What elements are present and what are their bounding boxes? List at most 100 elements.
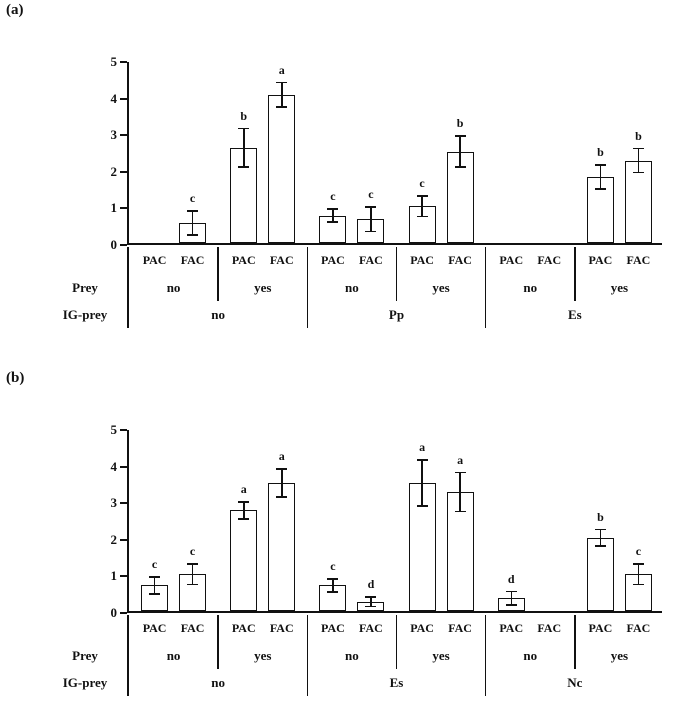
ig-prey-value-label: Es <box>389 675 404 690</box>
error-bar-cap-bottom <box>594 188 606 190</box>
prey-value-label: yes <box>432 648 450 663</box>
group-separator <box>306 247 309 328</box>
error-bar-cap-bottom <box>238 518 250 520</box>
error-bar-cap-bottom <box>594 545 606 547</box>
error-bar-cap-bottom <box>365 605 377 608</box>
y-axis-tick-label: 4 <box>110 458 118 474</box>
panel-a-bar-chart: 0 1 2 3 4 5 PAC FAC c no PAC b FAC a yes no PAC c FAC c no PA… <box>63 54 662 328</box>
y-axis-tick-label: 0 <box>110 605 118 620</box>
error-bar-cap-top <box>327 578 339 580</box>
y-axis-tick-label: 2 <box>110 531 118 547</box>
error-bar <box>599 528 602 547</box>
bar-category-label: PAC <box>142 253 167 267</box>
error-bar <box>459 135 461 168</box>
error-bar <box>191 563 194 586</box>
subgroup-separator <box>395 615 398 669</box>
error-bar <box>332 208 334 223</box>
bar-category-label: FAC <box>626 621 651 635</box>
significance-letter: d <box>507 571 515 586</box>
error-bar-cap-bottom <box>505 604 517 606</box>
error-bar <box>370 206 372 233</box>
significance-letter: a <box>278 62 285 77</box>
error-bar-cap-bottom <box>187 583 199 586</box>
subgroup-separator <box>574 247 576 301</box>
ig-prey-value-label: Nc <box>567 675 583 690</box>
bar-category-label: PAC <box>142 621 167 635</box>
y-axis-tick-mark <box>120 538 127 541</box>
error-bar-cap-top <box>327 208 339 210</box>
bar-category-label: PAC <box>410 253 434 267</box>
panel-a-label: (a) <box>6 2 24 18</box>
subgroup-separator <box>217 247 219 301</box>
error-bar-cap-bottom <box>187 234 199 236</box>
bar-category-label: FAC <box>448 621 472 635</box>
error-bar-cap-top <box>454 471 466 474</box>
prey-value-label: yes <box>254 280 272 295</box>
y-axis-tick-mark <box>120 170 127 173</box>
y-axis-tick-label: 1 <box>110 568 118 584</box>
prey-value-label: no <box>523 280 538 295</box>
error-bar-cap-top <box>632 563 644 565</box>
error-bar <box>281 468 283 498</box>
bar-category-label: FAC <box>180 621 205 635</box>
prey-value-label: yes <box>254 648 272 663</box>
bar-category-label: FAC <box>626 253 651 267</box>
significance-letter: c <box>419 176 425 191</box>
significance-letter: a <box>457 452 464 467</box>
significance-letter: c <box>189 544 196 559</box>
y-axis-tick-label: 1 <box>110 200 118 216</box>
bar-category-label: FAC <box>269 253 294 267</box>
error-bar-cap-top <box>594 164 606 166</box>
error-bar-cap-bottom <box>327 591 339 593</box>
significance-letter: a <box>240 482 247 497</box>
prey-value-label: yes <box>610 280 629 295</box>
ig-prey-row-label: IG-prey <box>62 307 108 322</box>
bar-category-label: PAC <box>321 621 345 635</box>
error-bar <box>370 596 372 608</box>
panel-b-label: (b) <box>6 370 25 386</box>
y-axis-tick-mark <box>120 465 127 468</box>
significance-letter: c <box>330 189 336 204</box>
y-axis-tick-mark <box>120 502 127 505</box>
y-axis-tick-label: 5 <box>110 54 118 69</box>
error-bar <box>191 210 194 236</box>
significance-letter: c <box>635 544 642 559</box>
y-axis-tick-label: 5 <box>110 422 118 437</box>
prey-value-label: yes <box>610 648 629 663</box>
subgroup-separator <box>574 615 576 669</box>
bar-category-label: PAC <box>499 253 524 267</box>
y-axis-tick-mark <box>120 207 127 210</box>
y-axis-tick-label: 3 <box>110 495 118 511</box>
significance-letter: b <box>635 128 642 143</box>
bar <box>268 482 296 611</box>
bar <box>586 537 614 611</box>
error-bar-cap-top <box>632 147 644 150</box>
significance-letter: c <box>368 187 374 202</box>
significance-letter: a <box>419 440 426 455</box>
error-bar-cap-top <box>505 590 517 593</box>
prey-value-label: no <box>166 280 181 295</box>
bar <box>230 510 258 611</box>
error-bar <box>637 563 640 586</box>
error-bar-cap-bottom <box>276 106 288 108</box>
error-bar-cap-top <box>276 81 288 84</box>
error-bar <box>243 501 245 520</box>
error-bar <box>510 590 512 606</box>
significance-letter: b <box>597 145 604 160</box>
axis-extension <box>127 247 129 328</box>
significance-letter: d <box>367 577 375 592</box>
bar-category-label: PAC <box>321 253 345 267</box>
axis-extension <box>127 615 129 696</box>
error-bar <box>421 459 423 507</box>
error-bar <box>637 147 640 174</box>
y-axis-tick-label: 4 <box>110 90 118 106</box>
prey-row-label: Prey <box>72 280 98 295</box>
error-bar-cap-top <box>365 206 377 208</box>
bar-category-label: FAC <box>537 621 562 635</box>
y-axis-tick-mark <box>120 429 127 431</box>
error-bar-cap-top <box>238 127 250 130</box>
prey-value-label: no <box>345 648 359 663</box>
error-bar-cap-bottom <box>416 215 428 218</box>
significance-letter: c <box>330 559 336 574</box>
bar-category-label: PAC <box>231 253 256 267</box>
